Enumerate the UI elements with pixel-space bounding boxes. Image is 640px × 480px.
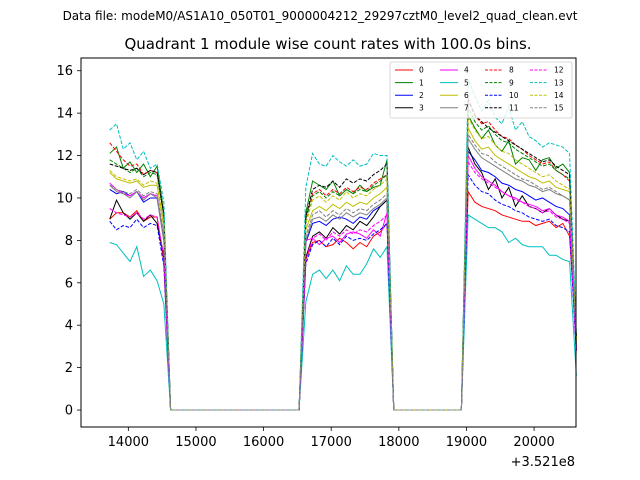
chart-title: Quadrant 1 module wise count rates with … [124,35,531,53]
y-axis: 0 2 4 6 8 10 12 14 16 [56,64,81,419]
legend-label-7: 7 [464,104,469,113]
y-tick-label: 12 [56,149,73,164]
series-line-15 [109,132,577,411]
y-tick-label: 2 [65,361,73,376]
data-file-label: Data file: modeM0/AS1A10_050T01_90000042… [63,9,578,23]
x-tick-label: 14000 [108,435,149,450]
y-tick-label: 8 [65,234,73,249]
y-tick-label: 10 [56,191,73,206]
y-tick-label: 0 [65,404,73,419]
legend-label-10: 10 [509,91,519,100]
y-tick-label: 6 [65,276,73,291]
legend-label-11: 11 [509,104,519,113]
x-tick-label: 20000 [513,435,554,450]
legend-box [389,61,573,119]
legend-label-8: 8 [509,66,514,75]
x-offset-label: +3.521e8 [511,455,575,470]
x-axis: 14000 15000 16000 17000 18000 19000 20000 [108,427,555,450]
x-tick-label: 17000 [311,435,352,450]
legend-label-1: 1 [419,78,424,87]
legend-label-3: 3 [419,104,424,113]
y-tick-label: 14 [56,107,73,122]
x-tick-label: 18000 [378,435,419,450]
legend-label-4: 4 [464,66,469,75]
legend-label-0: 0 [419,66,424,75]
y-tick-label: 16 [56,64,73,79]
plot-lines [109,79,577,411]
y-tick-label: 4 [65,319,73,334]
x-tick-label: 16000 [243,435,284,450]
plot-frame [80,57,577,428]
x-tick-label: 19000 [446,435,487,450]
legend-label-2: 2 [419,91,424,100]
legend-label-9: 9 [509,78,514,87]
legend-label-5: 5 [464,78,469,87]
legend-label-12: 12 [554,66,564,75]
series-line-10 [109,172,577,411]
legend-label-13: 13 [554,78,564,87]
x-tick-label: 15000 [175,435,216,450]
legend-label-6: 6 [464,91,469,100]
legend-label-14: 14 [554,91,564,100]
legend-label-15: 15 [554,104,564,113]
